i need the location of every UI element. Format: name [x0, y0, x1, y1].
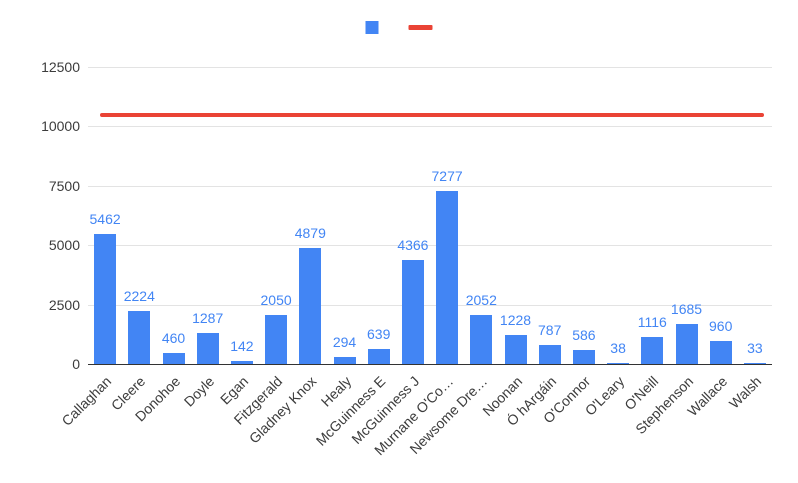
bar-value-label: 639	[367, 325, 391, 342]
bar-value-label: 2050	[260, 292, 292, 309]
bar	[333, 357, 356, 364]
legend-line-series-swatch-icon	[408, 25, 433, 30]
bar-value-label: 1685	[670, 300, 703, 317]
bar-value-label: 5462	[89, 211, 121, 228]
x-axis-baseline	[88, 364, 772, 365]
bar-value-label: 2224	[123, 288, 155, 305]
bar	[162, 353, 185, 364]
bar	[743, 363, 766, 364]
bar	[230, 360, 253, 364]
bar	[367, 348, 390, 364]
bar-value-label: 1116	[637, 314, 667, 331]
bar	[436, 191, 459, 364]
reference-line	[100, 112, 764, 117]
bar	[265, 315, 288, 364]
bar-value-label: 460	[161, 330, 186, 347]
bar-value-label: 294	[332, 334, 357, 350]
chart-legend	[365, 21, 433, 34]
bar-value-label: 4366	[397, 237, 429, 254]
bar-value-label: 586	[572, 327, 596, 344]
bar-value-label: 787	[538, 322, 562, 339]
y-axis-tick-label: 7500	[48, 177, 80, 194]
gridline	[88, 245, 772, 247]
y-axis-tick-label: 10000	[41, 118, 80, 135]
y-axis-tick-label: 2500	[48, 296, 80, 313]
bar	[709, 341, 732, 364]
bar	[641, 337, 664, 364]
bar-value-label: 7277	[431, 168, 463, 185]
bar	[401, 260, 424, 364]
bar	[94, 234, 117, 364]
bar-value-label: 1287	[192, 310, 224, 327]
bar-value-label: 2052	[465, 292, 497, 309]
bar-value-label: 33	[747, 340, 763, 356]
bar-value-label: 142	[230, 337, 254, 354]
y-axis-tick-label: 5000	[48, 237, 80, 254]
bar-value-label: 1228	[499, 311, 532, 328]
gridline	[88, 126, 772, 128]
bar	[196, 333, 219, 364]
bar	[299, 248, 322, 364]
gridline	[88, 185, 772, 187]
bar	[607, 363, 630, 364]
bar	[572, 350, 595, 364]
gridline	[88, 304, 772, 306]
bar	[128, 311, 151, 364]
bar	[504, 334, 527, 364]
bar-value-label: 38	[610, 340, 626, 356]
y-axis-tick-label: 12500	[41, 59, 80, 75]
gridline	[88, 67, 772, 68]
legend-bar-series-swatch-icon	[365, 21, 379, 34]
bar-value-label: 4879	[294, 225, 326, 242]
bar	[538, 345, 561, 364]
bar	[675, 323, 698, 364]
bar-value-label: 960	[709, 318, 733, 335]
bar	[470, 315, 493, 364]
y-axis-tick-label: 0	[72, 356, 80, 372]
